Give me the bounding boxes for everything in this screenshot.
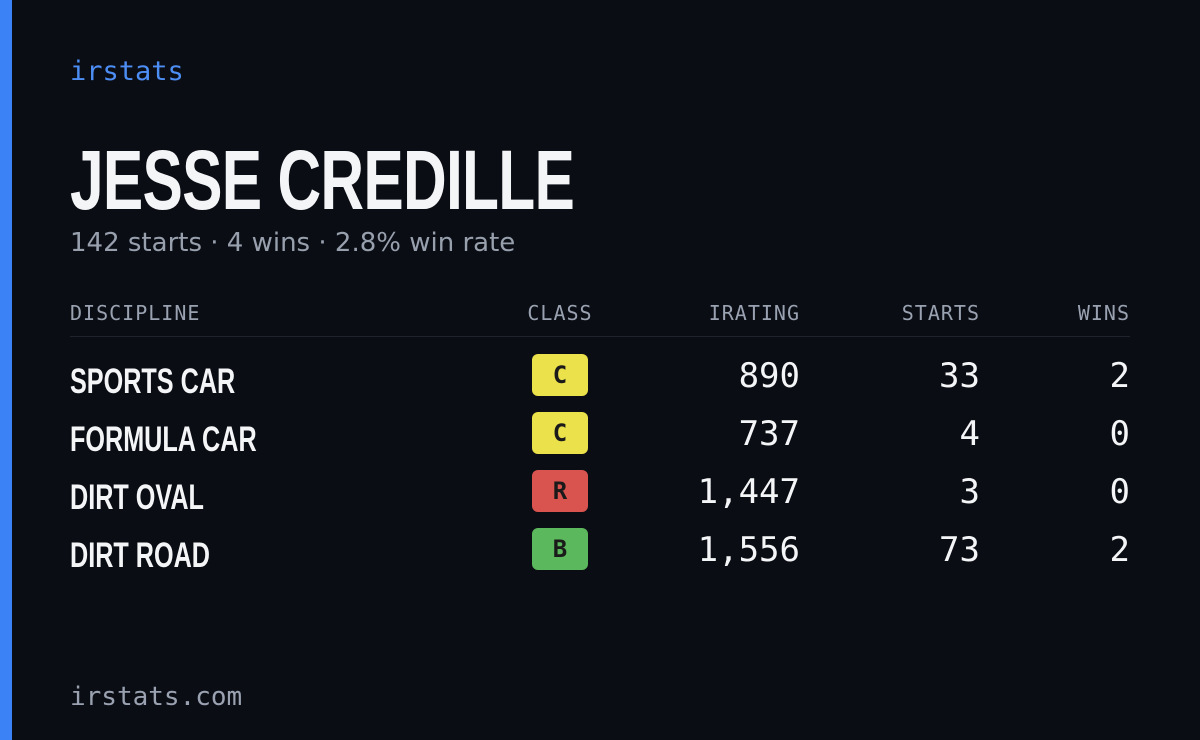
irating: 1,556	[697, 530, 800, 570]
starts: 73	[939, 530, 980, 570]
brand: irstats	[70, 56, 184, 87]
column-header: WINS	[1077, 301, 1130, 325]
wins: 0	[1109, 472, 1130, 512]
discipline: DIRT ROAD	[70, 536, 210, 575]
subtitle: 142 starts · 4 wins · 2.8% win rate	[70, 228, 516, 258]
wins: 2	[1109, 530, 1130, 570]
class-badge: B	[532, 528, 588, 570]
divider	[70, 336, 1130, 337]
column-header: STARTS	[901, 301, 980, 325]
starts: 3	[959, 472, 980, 512]
irating: 737	[738, 414, 800, 454]
column-header: DISCIPLINE	[70, 301, 201, 325]
starts: 4	[959, 414, 980, 454]
column-header: CLASS	[527, 301, 593, 325]
irating: 890	[738, 356, 800, 396]
accent-bar	[0, 0, 12, 740]
wins: 2	[1109, 356, 1130, 396]
discipline: FORMULA CAR	[70, 420, 257, 459]
discipline: SPORTS CAR	[70, 362, 236, 401]
starts: 33	[939, 356, 980, 396]
title: JESSE CREDILLE	[70, 133, 575, 227]
footer-site: irstats.com	[70, 682, 243, 712]
column-header: IRATING	[708, 301, 800, 325]
wins: 0	[1109, 414, 1130, 454]
class-badge: C	[532, 354, 588, 396]
irating: 1,447	[697, 472, 800, 512]
discipline: DIRT OVAL	[70, 478, 204, 517]
class-badge: C	[532, 412, 588, 454]
class-badge: R	[532, 470, 588, 512]
